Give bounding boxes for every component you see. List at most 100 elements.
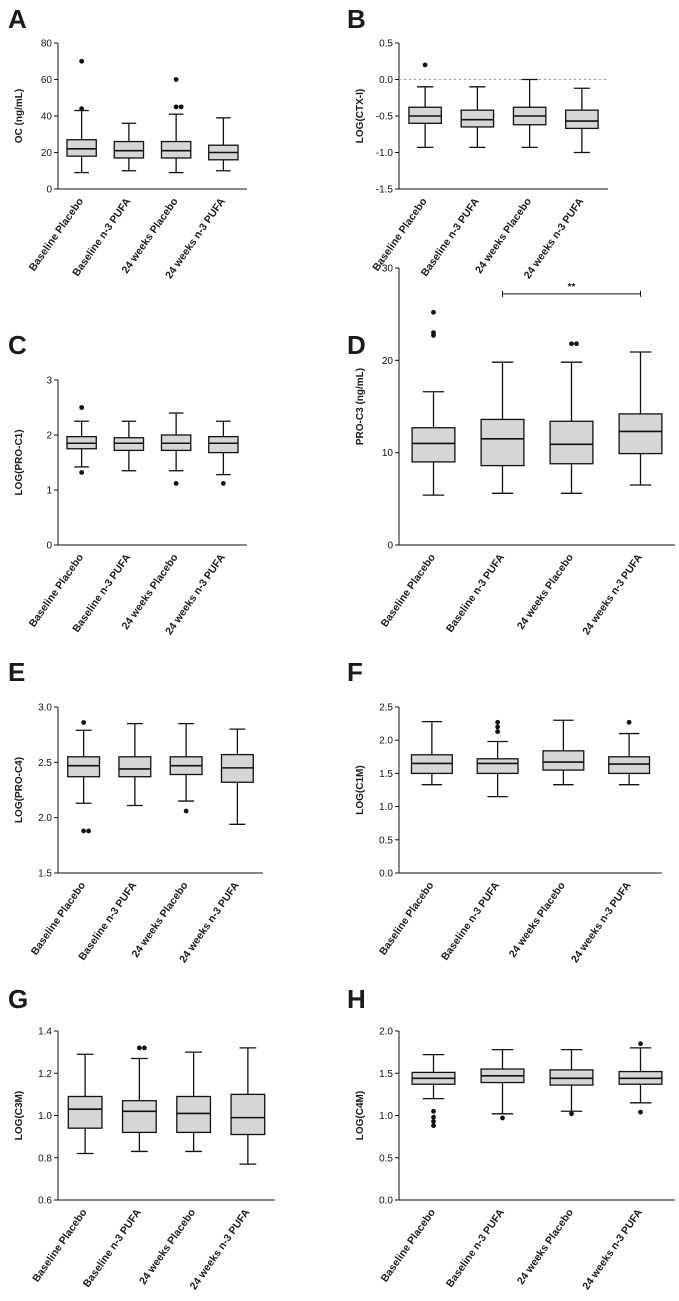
outlier-point — [638, 1041, 643, 1047]
box-group — [220, 728, 254, 825]
y-tick-label: 10 — [382, 448, 394, 459]
y-tick-label: 0 — [387, 541, 393, 552]
y-tick-label: 0.5 — [379, 39, 393, 50]
outlier-point — [431, 1119, 436, 1124]
box-group — [160, 77, 192, 174]
y-tick-label: 1.5 — [379, 1069, 393, 1080]
panel-letter: A — [8, 4, 27, 34]
chart-panel-d: D 0 10 20 30 PRO-C3 (ng/mL) ** Baseline Placebo… — [347, 264, 675, 638]
outlier-point — [431, 333, 436, 338]
y-tick-label: 20 — [41, 148, 53, 159]
outlier-point — [569, 341, 574, 347]
box-group — [66, 405, 97, 475]
outlier-point — [79, 470, 85, 475]
box-group — [160, 412, 192, 486]
box-group — [208, 420, 239, 486]
x-category-label: Baseline n-3 PUFA — [439, 879, 502, 962]
x-category-label: 24 weeks n-3 PUFA — [580, 1207, 645, 1293]
panel-letter: F — [347, 657, 363, 687]
y-tick-label: 3.0 — [38, 703, 52, 714]
y-axis-label: LOG(PRO-C1) — [14, 429, 25, 495]
box-iqr — [476, 758, 519, 775]
outlier-point — [173, 77, 179, 82]
x-category-label: Baseline Placebo — [377, 880, 436, 958]
y-tick-label: 0.5 — [379, 1153, 393, 1164]
box-group — [67, 1053, 103, 1155]
x-category-label: 24 weeks Placebo — [137, 1207, 198, 1287]
box-iqr — [66, 139, 97, 157]
y-tick-label: 0.0 — [379, 869, 393, 880]
y-axis-label: LOG(PRO-C4) — [14, 757, 25, 823]
y-tick-label: 3 — [46, 376, 52, 387]
box-group — [549, 341, 594, 494]
box-group — [408, 62, 442, 149]
y-tick-label: 2.0 — [38, 813, 52, 824]
x-category-label: 24 weeks n-3 PUFA — [188, 1207, 253, 1293]
chart-panel-f: F 0.0 0.5 1.0 1.5 2.0 2.5 LOG(C1M) Baseline Plac… — [347, 657, 662, 965]
y-tick-label: 0.6 — [38, 1196, 52, 1207]
box-group — [121, 1045, 157, 1153]
box-group — [66, 58, 97, 174]
box-iqr — [208, 435, 239, 454]
box-group — [113, 420, 145, 472]
box-group — [113, 122, 145, 172]
y-axis-label: LOG(C3M) — [14, 1091, 25, 1140]
box-group — [542, 719, 585, 786]
box-group — [410, 720, 453, 786]
box-group — [618, 351, 663, 486]
y-tick-label: 1.4 — [38, 1027, 52, 1038]
x-category-label: 24 weeks Placebo — [507, 880, 568, 960]
box-iqr — [460, 109, 495, 128]
x-category-label: 24 weeks n-3 PUFA — [177, 880, 242, 966]
panel-letter: G — [8, 984, 28, 1014]
y-tick-label: 30 — [382, 264, 394, 275]
panel-letter: D — [347, 330, 366, 360]
x-category-label: 24 weeks Placebo — [515, 552, 576, 632]
box-group — [565, 87, 599, 154]
box-iqr — [549, 420, 594, 465]
x-category-label: Baseline n-3 PUFA — [444, 551, 507, 634]
box-iqr — [608, 756, 651, 775]
outlier-point — [141, 1045, 147, 1051]
y-tick-label: 1.5 — [38, 869, 52, 880]
outlier-point — [79, 58, 85, 64]
box-iqr — [160, 140, 192, 159]
x-category-label: Baseline Placebo — [379, 552, 438, 630]
box-iqr — [118, 756, 152, 778]
outlier-point — [626, 719, 632, 725]
box-group — [411, 309, 456, 496]
box-group — [512, 78, 547, 149]
x-category-label: 24 weeks n-3 PUFA — [580, 552, 645, 638]
box-iqr — [549, 1069, 594, 1086]
x-category-label: Baseline n-3 PUFA — [444, 1206, 507, 1289]
x-category-label: Baseline Placebo — [370, 196, 429, 274]
y-axis-label: PRO-C3 (ng/mL) — [355, 368, 366, 445]
outlier-point — [574, 341, 579, 347]
box-iqr — [230, 1093, 266, 1136]
x-category-label: 24 weeks Placebo — [130, 880, 191, 960]
box-iqr — [411, 427, 456, 463]
box-iqr — [113, 437, 145, 452]
outlier-point — [173, 481, 179, 486]
y-tick-label: 0 — [46, 185, 52, 196]
y-tick-label: 0.0 — [379, 1196, 393, 1207]
x-category-label: 24 weeks Placebo — [515, 1207, 576, 1287]
box-iqr — [565, 109, 599, 130]
x-category-label: Baseline n-3 PUFA — [419, 195, 482, 278]
outlier-point — [79, 405, 85, 410]
outlier-point — [422, 62, 428, 68]
box-iqr — [176, 1095, 212, 1134]
x-category-label: Baseline Placebo — [30, 1207, 89, 1285]
box-iqr — [113, 140, 145, 159]
outlier-point — [86, 828, 92, 834]
chart-panel-e: E 1.5 2.0 2.5 3.0 LOG(PRO-C4) Baseline Placebo… — [8, 657, 263, 965]
y-tick-label: -1.0 — [376, 148, 394, 159]
outlier-point — [431, 1114, 436, 1120]
y-tick-label: 0.8 — [38, 1153, 52, 1164]
x-category-label: 24 weeks Placebo — [473, 196, 534, 276]
box-group — [169, 722, 203, 814]
y-tick-label: 2.0 — [379, 736, 393, 747]
